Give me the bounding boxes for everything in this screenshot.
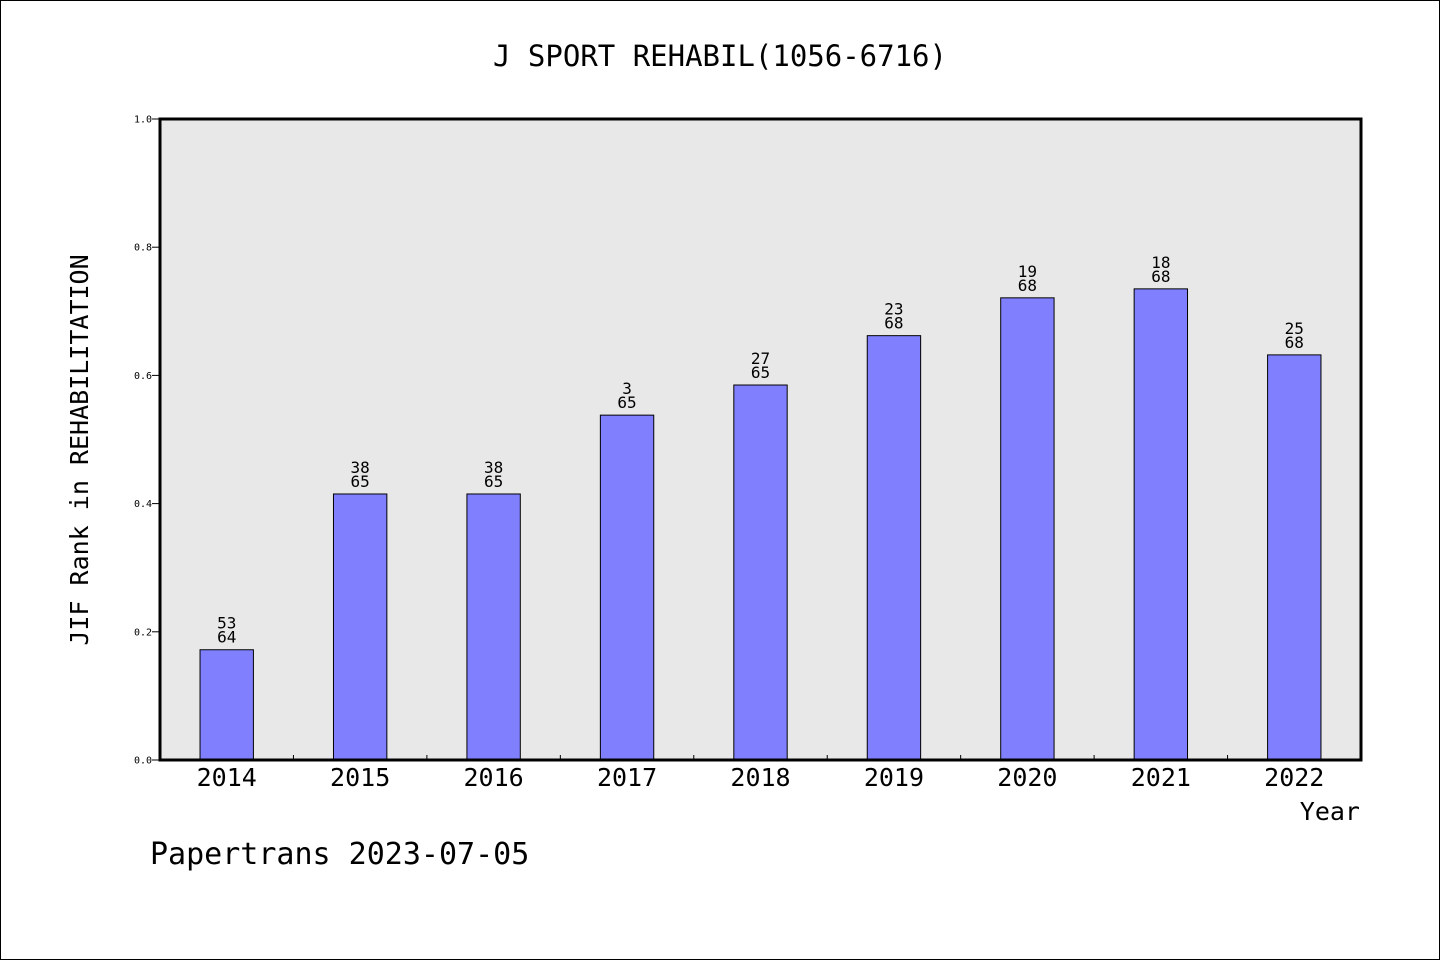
bar-2021 xyxy=(1133,288,1189,761)
x-tick-label: 2016 xyxy=(464,763,524,792)
bar-rank-label: 25 xyxy=(1285,319,1304,338)
bar-total-label: 65 xyxy=(617,393,636,412)
y-axis: 0.0 0.2 0.4 0.6 0.8 1.0 xyxy=(134,115,160,767)
x-tick-label: 2014 xyxy=(197,763,257,792)
bar-rank-label: 19 xyxy=(1018,262,1037,281)
x-tick-label: 2021 xyxy=(1131,763,1191,792)
x-tick-label: 2018 xyxy=(730,763,790,792)
y-axis-label: JIF Rank in REHABILITATION xyxy=(65,254,94,645)
x-tick-label: 2015 xyxy=(330,763,390,792)
y-tick-label: 0.4 xyxy=(134,499,152,510)
y-tick-label: 1.0 xyxy=(134,115,152,126)
bar-rank-label: 18 xyxy=(1151,253,1170,272)
bar-2019 xyxy=(866,335,922,761)
bar-rank-label: 27 xyxy=(751,349,770,368)
bar-rank-label: 38 xyxy=(484,458,503,477)
bar-total-label: 65 xyxy=(751,363,770,382)
y-tick-label: 0.2 xyxy=(134,627,152,638)
x-axis-label: Year xyxy=(1300,797,1360,826)
chart-title: J SPORT REHABIL(1056-6716) xyxy=(493,39,947,73)
footer-credit: Papertrans 2023-07-05 xyxy=(150,837,529,872)
plot-border xyxy=(158,117,1363,762)
bar-rank-label: 23 xyxy=(884,300,903,319)
bar-2018 xyxy=(733,384,788,761)
bar-total-label: 65 xyxy=(351,472,370,491)
bar-total-label: 68 xyxy=(1018,276,1037,295)
bar-2015 xyxy=(332,493,388,761)
y-tick-label: 0.0 xyxy=(134,756,152,767)
bar-rank-label: 38 xyxy=(351,458,370,477)
bar-total-label: 64 xyxy=(217,628,236,647)
bar-rank-label: 3 xyxy=(622,379,632,398)
bar-2022 xyxy=(1267,354,1322,761)
bar-2020 xyxy=(1000,297,1055,761)
bar-total-label: 68 xyxy=(884,314,903,333)
bar-rank-label: 53 xyxy=(217,614,236,633)
x-tick-label: 2017 xyxy=(597,763,657,792)
bar-total-label: 65 xyxy=(484,472,503,491)
x-axis: 2014 2015 2016 2017 2018 2019 2020 2021 2022 xyxy=(197,755,1324,792)
bar-total-label: 68 xyxy=(1285,333,1304,352)
bar-2017 xyxy=(599,414,655,761)
y-tick-label: 0.6 xyxy=(134,371,152,382)
bar-2014 xyxy=(199,649,254,761)
x-tick-label: 2022 xyxy=(1264,763,1324,792)
bar-total-label: 68 xyxy=(1151,267,1170,286)
x-tick-label: 2019 xyxy=(864,763,924,792)
y-tick-label: 0.8 xyxy=(134,243,152,254)
bar-2016 xyxy=(466,493,521,761)
x-tick-label: 2020 xyxy=(997,763,1057,792)
